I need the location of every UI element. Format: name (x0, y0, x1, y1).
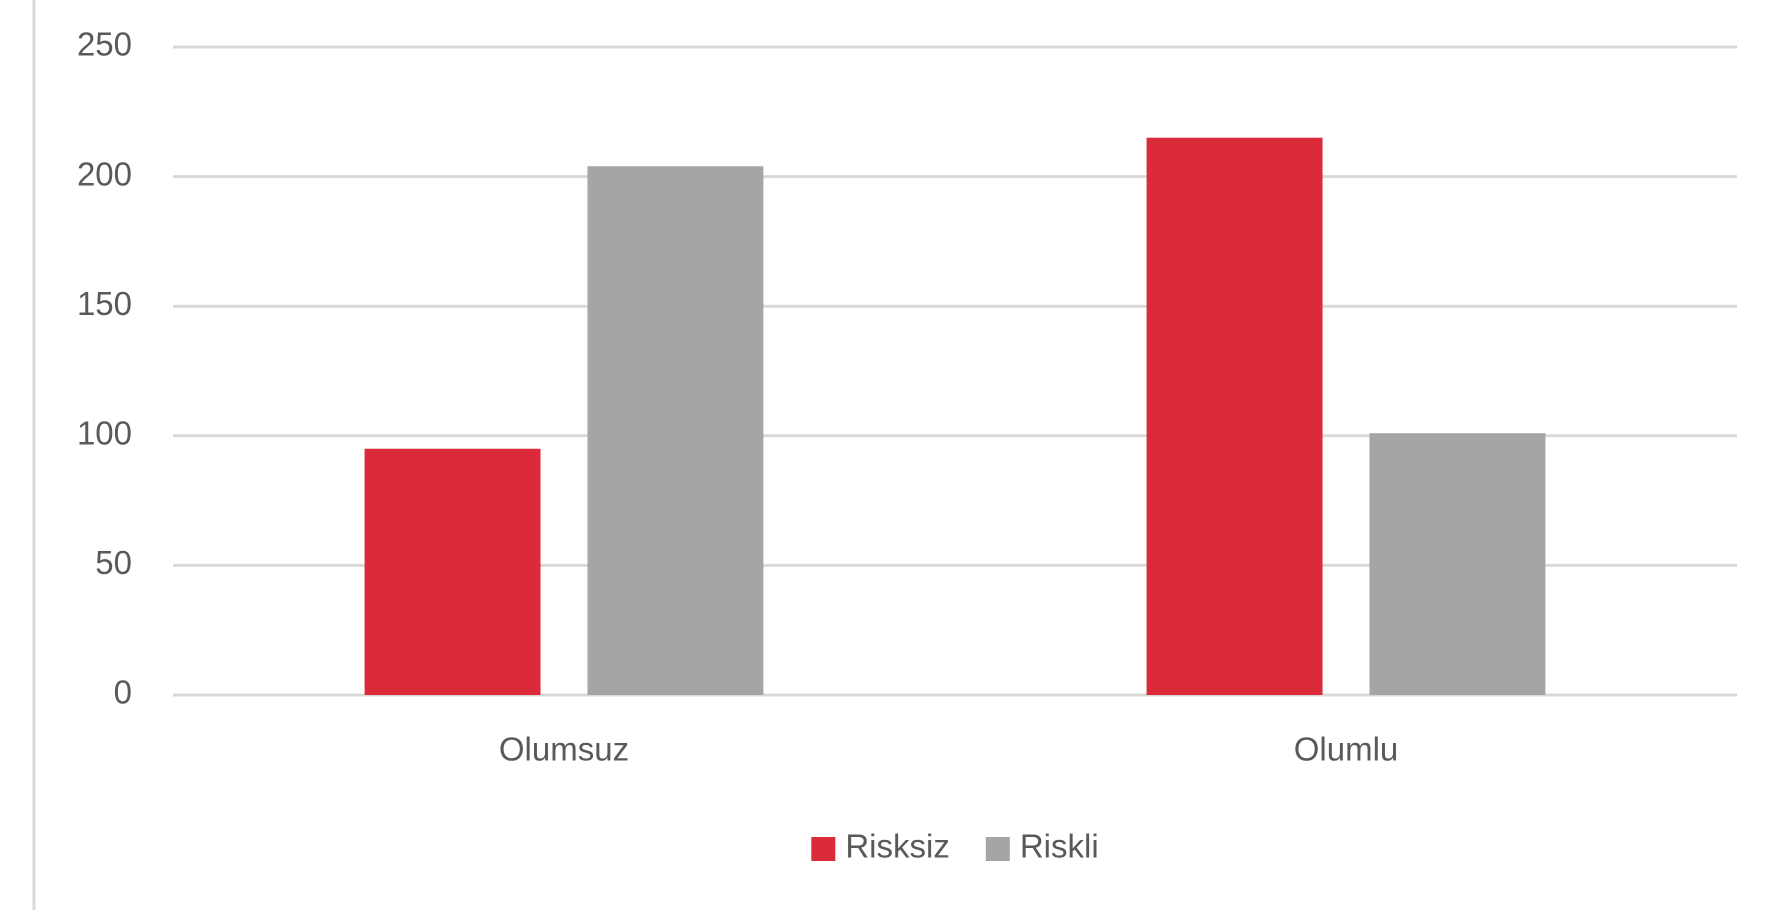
y-tick-label: 150 (77, 285, 132, 322)
legend-swatch (811, 837, 836, 861)
legend-swatch (985, 837, 1010, 861)
legend-label: Risksiz (845, 828, 950, 865)
x-tick-label: Olumsuz (499, 731, 629, 768)
bar (364, 448, 541, 695)
x-tick-label: Olumlu (1294, 731, 1399, 768)
y-tick-label: 250 (77, 26, 132, 63)
legend-label: Riskli (1020, 828, 1099, 865)
bar (1369, 433, 1546, 695)
bar (1146, 137, 1323, 696)
bar (587, 166, 764, 695)
y-tick-label: 200 (77, 155, 132, 192)
y-tick-label: 100 (77, 415, 132, 452)
y-tick-label: 0 (114, 674, 132, 711)
y-tick-label: 50 (95, 544, 132, 581)
